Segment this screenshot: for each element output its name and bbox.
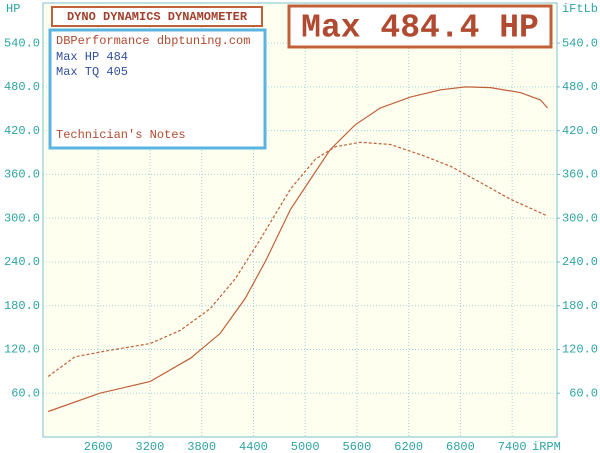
y2-axis-label: iFtLb xyxy=(562,2,598,16)
y2-tick-label: 420.0 xyxy=(562,124,598,138)
y-tick-label: 60.0 xyxy=(11,386,40,400)
series-line xyxy=(47,141,548,377)
y2-tick-label: 180.0 xyxy=(562,299,598,313)
headline-box xyxy=(287,4,553,49)
headline: Max 484.4 HP xyxy=(301,10,539,47)
chart-title: DYNO DYNAMICS DYNAMOMETER xyxy=(67,10,248,24)
info-line: DBPerformance dbptuning.com xyxy=(56,34,250,48)
y2-tick-label: 360.0 xyxy=(562,168,598,182)
x-tick-label: 2600 xyxy=(84,440,113,453)
y-tick-label: 420.0 xyxy=(4,124,40,138)
x-tick-label: 5000 xyxy=(291,440,320,453)
notes-label: Technician's Notes xyxy=(56,128,186,142)
x-tick-label: 5600 xyxy=(343,440,372,453)
x-tick-label: 4400 xyxy=(239,440,268,453)
y-tick-label: 480.0 xyxy=(4,80,40,94)
x-tick-label: 3200 xyxy=(136,440,165,453)
x-tick-label: 7400 xyxy=(498,440,527,453)
y2-tick-label: 60.0 xyxy=(569,386,598,400)
title-box xyxy=(51,6,263,27)
y-tick-label: 180.0 xyxy=(4,299,40,313)
y-tick-label: 300.0 xyxy=(4,211,40,225)
y-tick-label: 120.0 xyxy=(4,343,40,357)
x-tick-label: 3800 xyxy=(187,440,216,453)
y-tick-label: 240.0 xyxy=(4,255,40,269)
info-line: Max HP 484 xyxy=(56,50,128,64)
info-line: Max TQ 405 xyxy=(56,65,128,79)
y2-tick-label: 120.0 xyxy=(562,343,598,357)
info-box xyxy=(48,28,267,150)
y2-tick-label: 240.0 xyxy=(562,255,598,269)
y-tick-label: 360.0 xyxy=(4,168,40,182)
y-tick-label: 540.0 xyxy=(4,36,40,50)
y-axis-label: HP xyxy=(6,2,20,16)
x-tick-label: 6800 xyxy=(446,440,475,453)
y2-tick-label: 540.0 xyxy=(562,36,598,50)
x-tick-label: 6200 xyxy=(394,440,423,453)
series-group xyxy=(47,86,548,413)
y2-tick-label: 300.0 xyxy=(562,211,598,225)
y2-tick-label: 480.0 xyxy=(562,80,598,94)
x-axis-label: iRPM xyxy=(532,440,561,453)
